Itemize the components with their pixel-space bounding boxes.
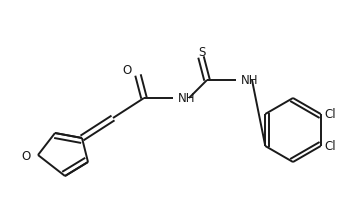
Text: NH: NH <box>178 92 195 105</box>
Text: Cl: Cl <box>325 140 336 153</box>
Text: O: O <box>123 65 132 78</box>
Text: S: S <box>198 46 206 59</box>
Text: NH: NH <box>241 73 258 86</box>
Text: O: O <box>22 150 31 163</box>
Text: Cl: Cl <box>325 108 336 121</box>
